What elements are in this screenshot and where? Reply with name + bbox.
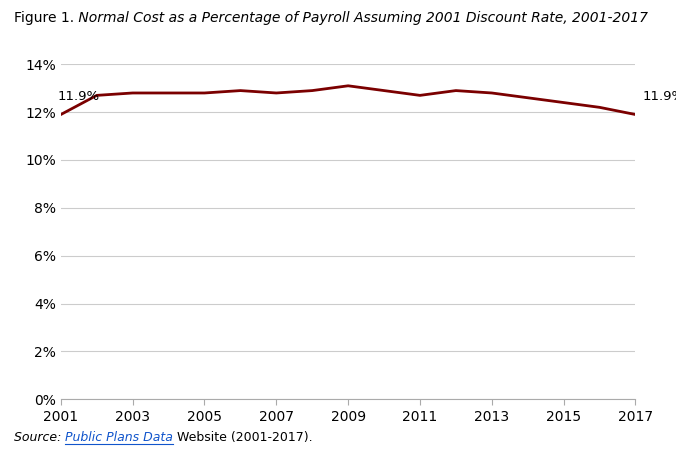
- Text: Source:: Source:: [14, 431, 65, 444]
- Text: Normal Cost as a Percentage of Payroll Assuming 2001 Discount Rate, 2001-2017: Normal Cost as a Percentage of Payroll A…: [74, 11, 648, 26]
- Text: Public Plans Data: Public Plans Data: [65, 431, 173, 444]
- Text: Figure 1.: Figure 1.: [14, 11, 74, 26]
- Text: 11.9%: 11.9%: [58, 90, 100, 103]
- Text: 11.9%: 11.9%: [642, 90, 676, 103]
- Text: Website (2001-2017).: Website (2001-2017).: [173, 431, 312, 444]
